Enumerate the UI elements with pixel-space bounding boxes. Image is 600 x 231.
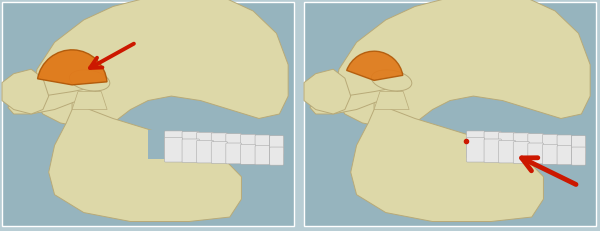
FancyBboxPatch shape [542, 144, 557, 164]
FancyBboxPatch shape [528, 134, 544, 156]
Wedge shape [38, 50, 107, 85]
FancyBboxPatch shape [572, 136, 586, 155]
FancyBboxPatch shape [528, 143, 544, 164]
FancyBboxPatch shape [513, 142, 530, 163]
Polygon shape [304, 69, 351, 114]
Polygon shape [374, 92, 409, 109]
FancyBboxPatch shape [164, 138, 182, 162]
FancyBboxPatch shape [241, 144, 256, 164]
FancyBboxPatch shape [255, 146, 269, 165]
FancyBboxPatch shape [513, 133, 530, 156]
FancyBboxPatch shape [467, 138, 485, 162]
Bar [304, 2, 596, 226]
Polygon shape [333, 0, 590, 132]
Wedge shape [347, 51, 403, 80]
FancyBboxPatch shape [499, 132, 515, 157]
FancyBboxPatch shape [197, 140, 214, 163]
FancyBboxPatch shape [499, 140, 515, 163]
Polygon shape [8, 87, 101, 114]
FancyBboxPatch shape [211, 142, 227, 163]
FancyBboxPatch shape [467, 131, 485, 158]
FancyBboxPatch shape [557, 135, 572, 155]
Polygon shape [351, 100, 544, 222]
FancyBboxPatch shape [182, 139, 200, 162]
Ellipse shape [371, 70, 412, 91]
FancyBboxPatch shape [484, 132, 502, 157]
FancyBboxPatch shape [484, 139, 502, 162]
FancyBboxPatch shape [241, 134, 256, 155]
FancyBboxPatch shape [197, 132, 214, 157]
Polygon shape [2, 69, 49, 114]
Polygon shape [310, 87, 403, 114]
Bar [2, 2, 294, 226]
FancyBboxPatch shape [255, 135, 269, 155]
FancyBboxPatch shape [572, 147, 586, 165]
Polygon shape [72, 92, 107, 109]
FancyBboxPatch shape [557, 146, 572, 165]
Polygon shape [49, 100, 241, 222]
Bar [148, 130, 166, 159]
Ellipse shape [70, 70, 110, 91]
FancyBboxPatch shape [226, 134, 242, 156]
FancyBboxPatch shape [164, 131, 182, 158]
FancyBboxPatch shape [269, 147, 284, 165]
FancyBboxPatch shape [211, 133, 227, 156]
Polygon shape [31, 0, 288, 132]
FancyBboxPatch shape [226, 143, 242, 164]
FancyBboxPatch shape [542, 134, 557, 155]
FancyBboxPatch shape [182, 132, 200, 157]
FancyBboxPatch shape [269, 136, 284, 155]
